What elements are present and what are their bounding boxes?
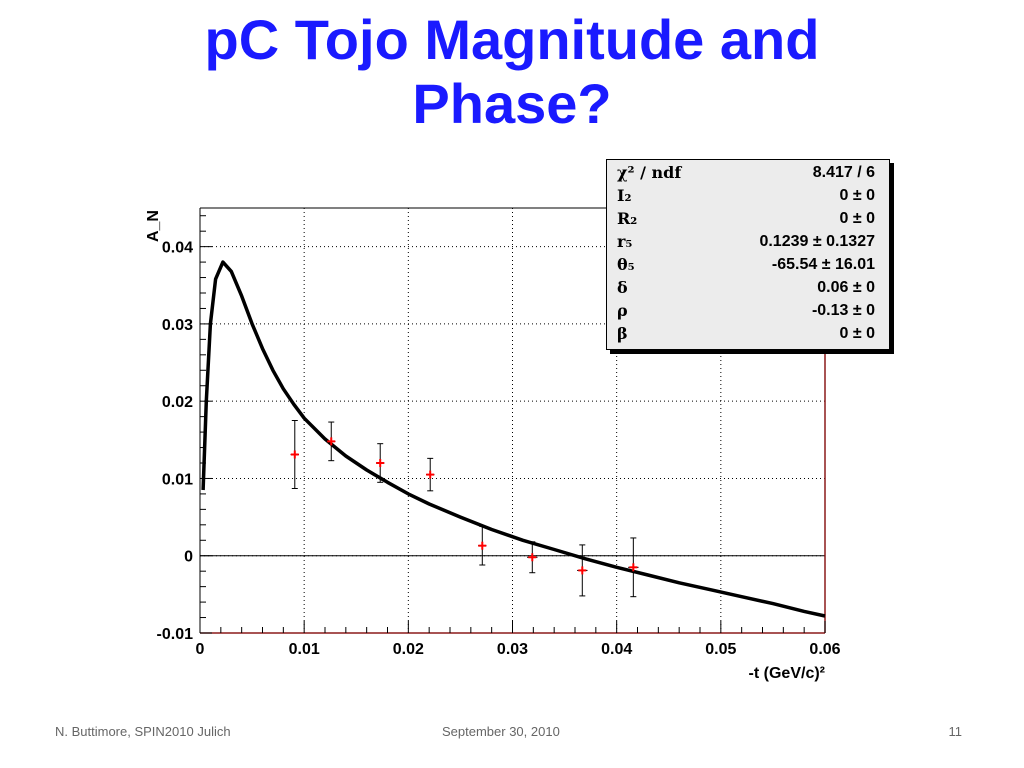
footer-date: September 30, 2010	[442, 724, 560, 739]
stats-param-value: -65.54 ± 16.01	[771, 256, 875, 273]
stats-param-name: ρ	[617, 301, 628, 320]
stats-row: ρ -0.13 ± 0	[617, 301, 875, 325]
data-point	[327, 421, 336, 462]
x-tick-label: 0.05	[705, 641, 736, 658]
footer-page-number: 11	[948, 724, 963, 739]
data-point	[290, 420, 299, 489]
slide-title-line-2: Phase?	[412, 72, 612, 135]
x-tick-label: 0.03	[497, 641, 528, 658]
y-tick-label: 0.02	[162, 394, 193, 411]
stats-param-name: I₂	[617, 186, 632, 205]
stats-param-name: β	[617, 324, 628, 343]
stats-row: r₅ 0.1239 ± 0.1327	[617, 232, 875, 256]
footer-author: N. Buttimore, SPIN2010 Julich	[55, 724, 231, 739]
y-tick-label: 0	[184, 549, 193, 566]
stats-param-name: θ₅	[617, 255, 635, 274]
x-axis-title: -t (GeV/c)²	[749, 665, 825, 682]
y-tick-label: 0.03	[162, 317, 193, 334]
slide-title: pC Tojo Magnitude and Phase?	[0, 8, 1024, 136]
stats-param-value: 8.417 / 6	[812, 164, 875, 181]
slide-title-line-1: pC Tojo Magnitude and	[204, 8, 820, 71]
stats-row: I₂ 0 ± 0	[617, 186, 875, 210]
data-point	[478, 525, 487, 566]
stats-param-value: 0 ± 0	[839, 187, 875, 204]
stats-row: θ₅ -65.54 ± 16.01	[617, 255, 875, 279]
stats-param-value: -0.13 ± 0	[811, 302, 875, 319]
data-point	[527, 541, 538, 574]
stats-param-name: R₂	[617, 209, 638, 228]
stats-row: χ² / ndf 8.417 / 6	[617, 163, 875, 187]
data-point	[426, 457, 435, 492]
x-tick-label: 0.06	[809, 641, 840, 658]
fit-curve	[201, 260, 826, 618]
x-tick-label: 0.02	[393, 641, 424, 658]
stats-row: R₂ 0 ± 0	[617, 209, 875, 233]
stats-param-name: χ² / ndf	[617, 163, 682, 182]
stats-param-value: 0 ± 0	[839, 325, 875, 342]
stats-param-value: 0.06 ± 0	[817, 279, 875, 296]
stats-param-value: 0.1239 ± 0.1327	[759, 233, 875, 250]
y-tick-label: -0.01	[157, 626, 194, 643]
fit-stats-box: χ² / ndf 8.417 / 6 I₂ 0 ± 0 R₂ 0 ± 0 r₅ …	[606, 159, 890, 350]
x-tick-label: 0.04	[601, 641, 632, 658]
data-point	[628, 537, 639, 598]
y-axis-title: A_N	[145, 210, 162, 242]
x-tick-label: 0.01	[289, 641, 320, 658]
stats-param-value: 0 ± 0	[839, 210, 875, 227]
data-point	[577, 544, 588, 597]
stats-row: δ 0.06 ± 0	[617, 278, 875, 302]
stats-row: β 0 ± 0	[617, 324, 875, 348]
data-point	[376, 443, 385, 483]
x-tick-label: 0	[196, 641, 205, 658]
stats-param-name: δ	[617, 278, 628, 297]
y-tick-label: 0.01	[162, 471, 193, 488]
y-tick-label: 0.04	[162, 240, 193, 257]
stats-param-name: r₅	[617, 232, 633, 251]
